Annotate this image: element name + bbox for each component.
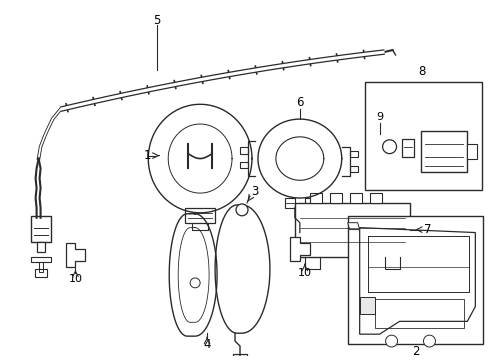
Bar <box>347 216 482 344</box>
Polygon shape <box>294 233 304 238</box>
Circle shape <box>190 278 200 288</box>
Polygon shape <box>294 203 408 257</box>
Polygon shape <box>467 144 476 158</box>
Circle shape <box>385 335 397 347</box>
Polygon shape <box>35 269 46 277</box>
Polygon shape <box>233 354 246 360</box>
Polygon shape <box>329 193 341 203</box>
Circle shape <box>382 140 396 154</box>
Polygon shape <box>421 131 467 172</box>
Text: 7: 7 <box>423 223 430 236</box>
Text: 4: 4 <box>203 338 210 351</box>
Polygon shape <box>240 162 247 168</box>
Polygon shape <box>304 198 314 208</box>
Text: 2: 2 <box>411 346 418 359</box>
Text: 6: 6 <box>296 96 303 109</box>
Polygon shape <box>285 198 294 208</box>
Polygon shape <box>37 242 44 252</box>
Polygon shape <box>185 208 215 223</box>
Polygon shape <box>309 193 321 203</box>
Polygon shape <box>349 193 361 203</box>
Circle shape <box>423 335 435 347</box>
Polygon shape <box>349 166 357 172</box>
Polygon shape <box>369 193 381 203</box>
Text: 10: 10 <box>68 274 82 284</box>
Text: 3: 3 <box>251 185 258 198</box>
Polygon shape <box>31 216 50 242</box>
Polygon shape <box>349 151 357 157</box>
Text: 10: 10 <box>297 268 311 278</box>
Text: 5: 5 <box>153 14 161 27</box>
Polygon shape <box>401 139 413 157</box>
Polygon shape <box>289 238 309 261</box>
Bar <box>364 82 481 190</box>
Circle shape <box>236 204 247 216</box>
Polygon shape <box>359 228 474 334</box>
Polygon shape <box>359 297 374 314</box>
Circle shape <box>237 205 246 215</box>
Text: 1: 1 <box>143 149 151 162</box>
Polygon shape <box>65 243 85 267</box>
Text: 9: 9 <box>375 112 383 122</box>
Polygon shape <box>347 223 359 230</box>
Text: 8: 8 <box>417 65 424 78</box>
Polygon shape <box>240 147 247 154</box>
Polygon shape <box>31 257 50 262</box>
